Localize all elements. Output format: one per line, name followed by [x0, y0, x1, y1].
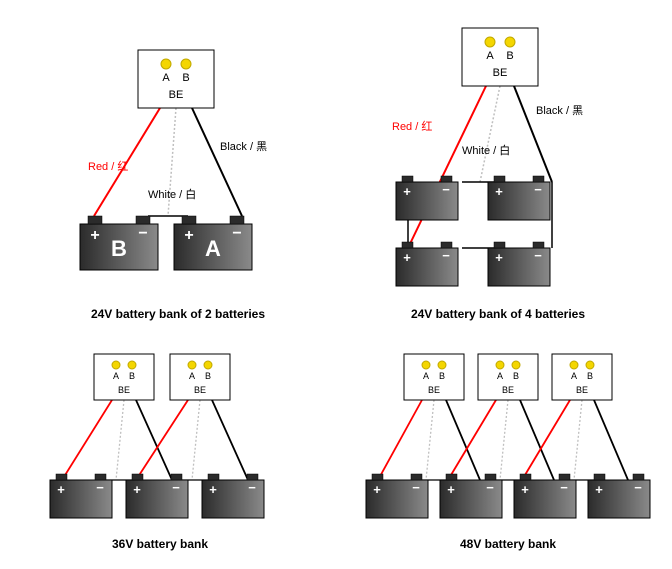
caption-p4: 48V battery bank	[460, 537, 556, 551]
battery-bot-right	[488, 242, 550, 286]
label-black: Black / 黑	[220, 140, 267, 153]
label-red: Red / 红	[392, 120, 432, 133]
battery-a-label: A	[205, 236, 221, 261]
battery-top-left	[396, 176, 458, 220]
panel-36v	[50, 354, 264, 518]
caption-p3: 36V battery bank	[112, 537, 208, 551]
panel-24v-4bat: Red / 红 White / 白 Black / 黑	[392, 28, 583, 286]
battery-bot-left	[396, 242, 458, 286]
wiring-diagram: A B BE A B BE + − + −	[0, 0, 672, 569]
panel-48v	[366, 354, 650, 518]
wire-white	[480, 86, 500, 182]
label-white: White / 白	[462, 143, 510, 157]
wire-red	[408, 86, 486, 248]
caption-p2: 24V battery bank of 4 batteries	[411, 307, 585, 321]
caption-p1: 24V battery bank of 2 batteries	[91, 307, 265, 321]
panel-24v-2bat: Red / 红 White / 白 Black / 黑 B A	[80, 50, 267, 270]
label-red: Red / 红	[88, 160, 128, 173]
wire-black	[514, 86, 552, 182]
wire-black	[192, 108, 242, 216]
battery-b-label: B	[111, 236, 127, 261]
battery-top-right	[488, 176, 550, 220]
label-white: White / 白	[148, 187, 196, 201]
label-black: Black / 黑	[536, 104, 583, 117]
